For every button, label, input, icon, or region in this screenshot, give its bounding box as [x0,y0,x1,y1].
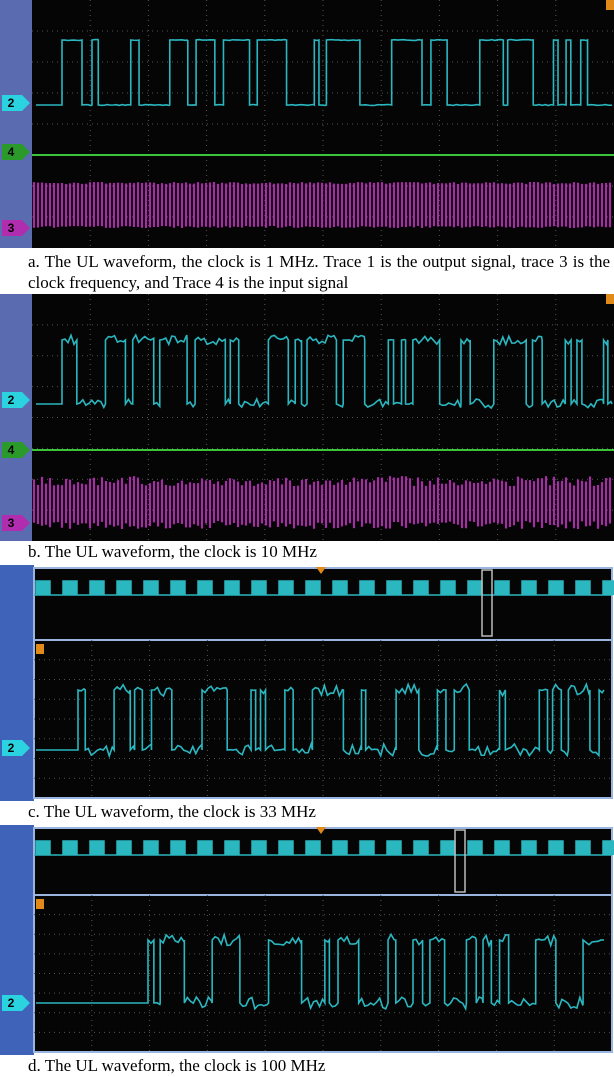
channel-label: 3 [8,221,15,235]
trigger-flag [36,644,44,654]
page: 2 4 3 a. The UL waveform, the clock is 1 M… [0,0,614,1077]
channel-label: 3 [8,516,15,530]
caption: c. The UL waveform, the clock is 33 MHz [28,801,610,822]
channel-label: 4 [8,443,15,457]
trigger-flag [606,0,614,10]
scope-d: 2 [0,825,614,1055]
side-strip [0,565,34,801]
channel-label: 2 [8,96,15,110]
trigger-flag [606,294,614,304]
caption: a. The UL waveform, the clock is 1 MHz. … [28,251,610,293]
scope-b: 2 4 3 [0,294,614,541]
scope-a: 2 4 3 [0,0,614,248]
scope-c: 2 [0,565,614,801]
caption: b. The UL waveform, the clock is 10 MHz [28,541,610,562]
scope-screen [34,568,612,798]
caption: d. The UL waveform, the clock is 100 MHz [28,1055,610,1076]
trigger-flag [36,899,44,909]
side-strip [0,825,34,1055]
side-strip [0,0,32,248]
channel-label: 2 [8,741,15,755]
channel-label: 2 [8,996,15,1010]
channel-label: 4 [8,145,15,159]
channel-label: 2 [8,393,15,407]
side-strip [0,294,32,541]
